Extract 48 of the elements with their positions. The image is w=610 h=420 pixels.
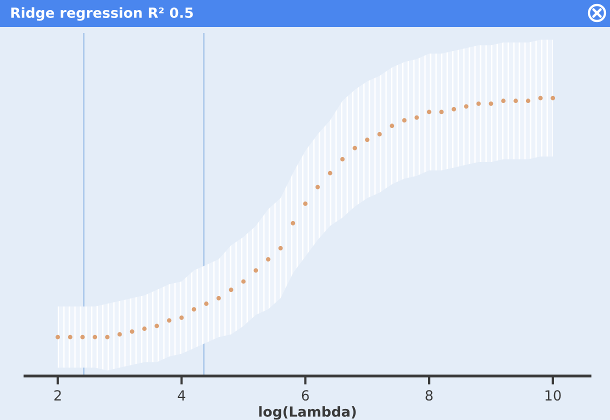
x-tick-label: 8 [426, 390, 433, 401]
point [204, 302, 209, 306]
point [192, 307, 196, 312]
chart-title: Ridge regression R² 0.5 [11, 7, 193, 21]
x-tick-label: 2 [54, 390, 61, 400]
point [166, 318, 172, 323]
point [402, 118, 407, 123]
point [154, 324, 160, 328]
point [92, 334, 98, 340]
point [414, 115, 419, 120]
point [514, 98, 518, 104]
point [538, 96, 543, 100]
point [303, 202, 308, 206]
point [426, 110, 432, 114]
point [550, 96, 556, 100]
point [452, 107, 456, 112]
point [266, 257, 270, 262]
point [56, 334, 60, 340]
point [352, 146, 358, 150]
point [377, 132, 382, 136]
point [142, 326, 147, 331]
point [68, 334, 72, 340]
point [526, 98, 530, 104]
point [365, 138, 370, 142]
point [216, 296, 221, 300]
point [278, 246, 283, 250]
point [254, 268, 258, 273]
point [290, 220, 296, 226]
point [80, 334, 85, 340]
x-axis-title: log(Lambda) [259, 406, 356, 420]
point [130, 329, 134, 334]
x-tick-label: 6 [302, 390, 309, 401]
x-tick-label: 10 [546, 390, 561, 401]
point [316, 184, 320, 190]
point [228, 288, 234, 292]
point [340, 157, 345, 162]
point [501, 98, 506, 104]
point [439, 110, 444, 114]
point [488, 101, 494, 106]
point [390, 124, 394, 128]
point [179, 315, 184, 320]
x-tick-label: 4 [178, 390, 186, 400]
point [328, 170, 332, 176]
point [464, 104, 468, 109]
point [117, 332, 122, 337]
point [476, 101, 481, 106]
point [241, 279, 246, 284]
point [105, 334, 110, 340]
